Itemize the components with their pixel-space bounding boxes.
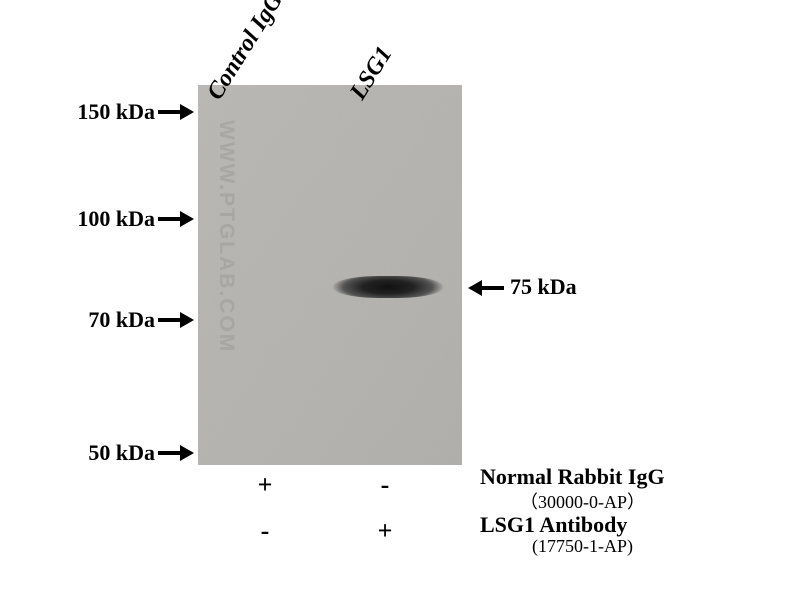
mw-70: 70 kDa <box>60 307 155 333</box>
mw-150-arrow <box>158 104 194 120</box>
mw-50: 50 kDa <box>60 440 155 466</box>
mw-70-arrow <box>158 312 194 328</box>
row1-lane2: - <box>370 470 400 500</box>
band-lsg1 <box>332 276 444 298</box>
row1-label: Normal Rabbit IgG <box>480 464 665 490</box>
row1-sub: （30000-0-AP） <box>520 488 645 514</box>
row2-lane2: + <box>370 516 400 546</box>
row1-lane1: + <box>250 470 280 500</box>
figure-container: WWW.PTGLAB.COM Control IgG LSG1 150 kDa … <box>0 0 800 600</box>
mw-150: 150 kDa <box>60 99 155 125</box>
mw-100: 100 kDa <box>60 206 155 232</box>
band-arrow <box>468 280 504 296</box>
row2-sub: (17750-1-AP) <box>532 536 633 557</box>
row2-lane1: - <box>250 516 280 546</box>
watermark: WWW.PTGLAB.COM <box>214 120 238 353</box>
mw-50-arrow <box>158 445 194 461</box>
band-label: 75 kDa <box>510 274 577 300</box>
row2-label: LSG1 Antibody <box>480 512 627 538</box>
mw-100-arrow <box>158 211 194 227</box>
